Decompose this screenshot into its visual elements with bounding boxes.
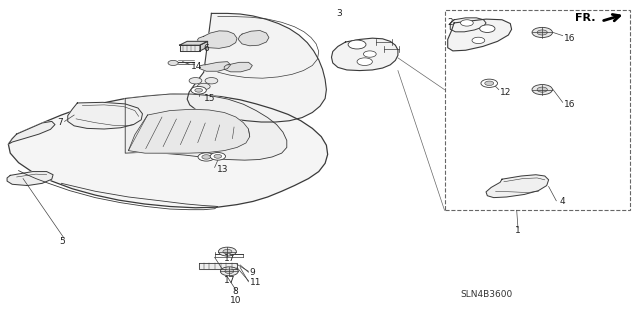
Polygon shape: [68, 102, 143, 129]
Circle shape: [223, 249, 232, 254]
Polygon shape: [179, 45, 200, 51]
Text: 7: 7: [57, 117, 63, 127]
Polygon shape: [238, 31, 269, 46]
Text: SLN4B3600: SLN4B3600: [461, 290, 513, 299]
Text: 9: 9: [250, 268, 255, 278]
Polygon shape: [8, 94, 328, 208]
Text: 14: 14: [191, 62, 202, 71]
Polygon shape: [200, 41, 207, 51]
Circle shape: [198, 153, 214, 161]
Circle shape: [205, 78, 218, 84]
Circle shape: [191, 86, 206, 94]
Circle shape: [537, 30, 547, 35]
Text: 17: 17: [224, 276, 236, 285]
Circle shape: [532, 85, 552, 95]
Circle shape: [532, 27, 552, 38]
Circle shape: [214, 154, 221, 158]
Polygon shape: [224, 62, 252, 72]
Circle shape: [220, 267, 238, 276]
Polygon shape: [8, 122, 55, 144]
Polygon shape: [486, 175, 548, 197]
Polygon shape: [129, 109, 250, 153]
Text: 16: 16: [564, 34, 575, 43]
Polygon shape: [198, 263, 237, 269]
Polygon shape: [187, 13, 326, 122]
Circle shape: [225, 269, 234, 273]
Circle shape: [168, 60, 178, 65]
Text: 3: 3: [336, 9, 342, 18]
Polygon shape: [7, 172, 53, 186]
Text: 4: 4: [559, 197, 565, 206]
Circle shape: [202, 155, 211, 159]
Polygon shape: [197, 31, 237, 48]
Polygon shape: [125, 94, 287, 160]
Text: 2: 2: [448, 19, 453, 27]
Polygon shape: [200, 62, 230, 71]
Bar: [445, 10, 630, 210]
Text: 16: 16: [564, 100, 575, 109]
Polygon shape: [451, 18, 486, 32]
Text: 1: 1: [515, 226, 521, 234]
Circle shape: [461, 20, 473, 26]
Circle shape: [210, 152, 225, 160]
Text: 17: 17: [224, 254, 236, 263]
Polygon shape: [448, 19, 511, 51]
Text: 11: 11: [250, 278, 261, 287]
Circle shape: [348, 40, 366, 49]
Text: 6: 6: [204, 44, 209, 54]
Circle shape: [197, 83, 210, 90]
Circle shape: [481, 79, 497, 87]
Circle shape: [479, 25, 495, 33]
Text: FR.: FR.: [575, 13, 596, 23]
Circle shape: [537, 87, 547, 92]
Polygon shape: [332, 38, 398, 70]
Circle shape: [484, 81, 493, 85]
Circle shape: [357, 58, 372, 65]
Text: 15: 15: [204, 94, 215, 103]
Circle shape: [189, 78, 202, 84]
Polygon shape: [179, 41, 207, 45]
Text: 13: 13: [216, 165, 228, 174]
Circle shape: [364, 51, 376, 57]
Text: 10: 10: [230, 296, 241, 305]
Circle shape: [195, 88, 202, 92]
Text: 12: 12: [500, 88, 511, 97]
Text: 8: 8: [233, 287, 239, 296]
Circle shape: [218, 247, 236, 256]
Text: 5: 5: [60, 237, 65, 246]
Circle shape: [472, 37, 484, 44]
